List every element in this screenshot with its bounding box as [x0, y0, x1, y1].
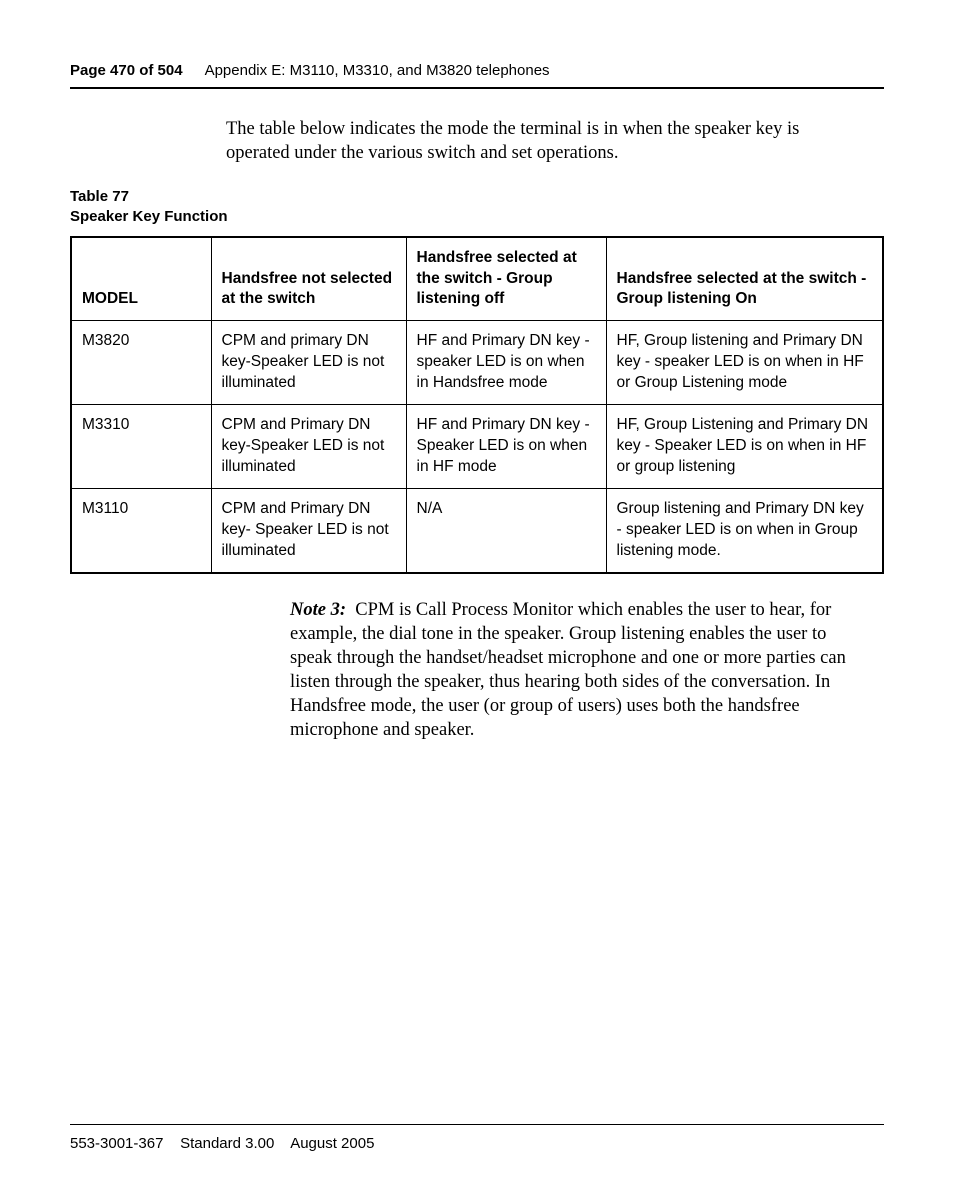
page-header: Page 470 of 504 Appendix E: M3110, M3310… [70, 62, 884, 89]
footer-standard: Standard 3.00 [180, 1135, 274, 1152]
cell: HF and Primary DN key - speaker LED is o… [406, 321, 606, 405]
note-label: Note 3: [290, 600, 346, 620]
cell-model: M3310 [71, 405, 211, 489]
intro-paragraph: The table below indicates the mode the t… [226, 117, 866, 165]
note-body: CPM is Call Process Monitor which enable… [290, 600, 846, 740]
note-paragraph: Note 3: CPM is Call Process Monitor whic… [290, 598, 870, 742]
table-title: Speaker Key Function [70, 207, 884, 227]
col-header-hf-not-selected: Handsfree not selected at the switch [211, 237, 406, 321]
appendix-title: Appendix E: M3110, M3310, and M3820 tele… [205, 62, 550, 79]
table-row: M3820 CPM and primary DN key-Speaker LED… [71, 321, 883, 405]
table-row: M3110 CPM and Primary DN key- Speaker LE… [71, 488, 883, 572]
table-header-row: MODEL Handsfree not selected at the swit… [71, 237, 883, 321]
footer-docnum: 553-3001-367 [70, 1135, 163, 1152]
cell-model: M3110 [71, 488, 211, 572]
cell: CPM and primary DN key-Speaker LED is no… [211, 321, 406, 405]
col-header-hf-selected-gl-off: Handsfree selected at the switch - Group… [406, 237, 606, 321]
page: Page 470 of 504 Appendix E: M3110, M3310… [0, 0, 954, 1202]
cell: CPM and Primary DN key-Speaker LED is no… [211, 405, 406, 489]
page-number-label: Page 470 of 504 [70, 62, 183, 79]
table-number: Table 77 [70, 187, 884, 207]
cell: N/A [406, 488, 606, 572]
cell: CPM and Primary DN key- Speaker LED is n… [211, 488, 406, 572]
cell-model: M3820 [71, 321, 211, 405]
speaker-key-table: MODEL Handsfree not selected at the swit… [70, 236, 884, 574]
page-footer: 553-3001-367 Standard 3.00 August 2005 [70, 1124, 884, 1152]
table-row: M3310 CPM and Primary DN key-Speaker LED… [71, 405, 883, 489]
cell: Group listening and Primary DN key - spe… [606, 488, 883, 572]
cell: HF and Primary DN key - Speaker LED is o… [406, 405, 606, 489]
cell: HF, Group Listening and Primary DN key -… [606, 405, 883, 489]
table-caption: Table 77 Speaker Key Function [70, 187, 884, 228]
cell: HF, Group listening and Primary DN key -… [606, 321, 883, 405]
footer-date: August 2005 [290, 1135, 374, 1152]
col-header-hf-selected-gl-on: Handsfree selected at the switch - Group… [606, 237, 883, 321]
col-header-model: MODEL [71, 237, 211, 321]
